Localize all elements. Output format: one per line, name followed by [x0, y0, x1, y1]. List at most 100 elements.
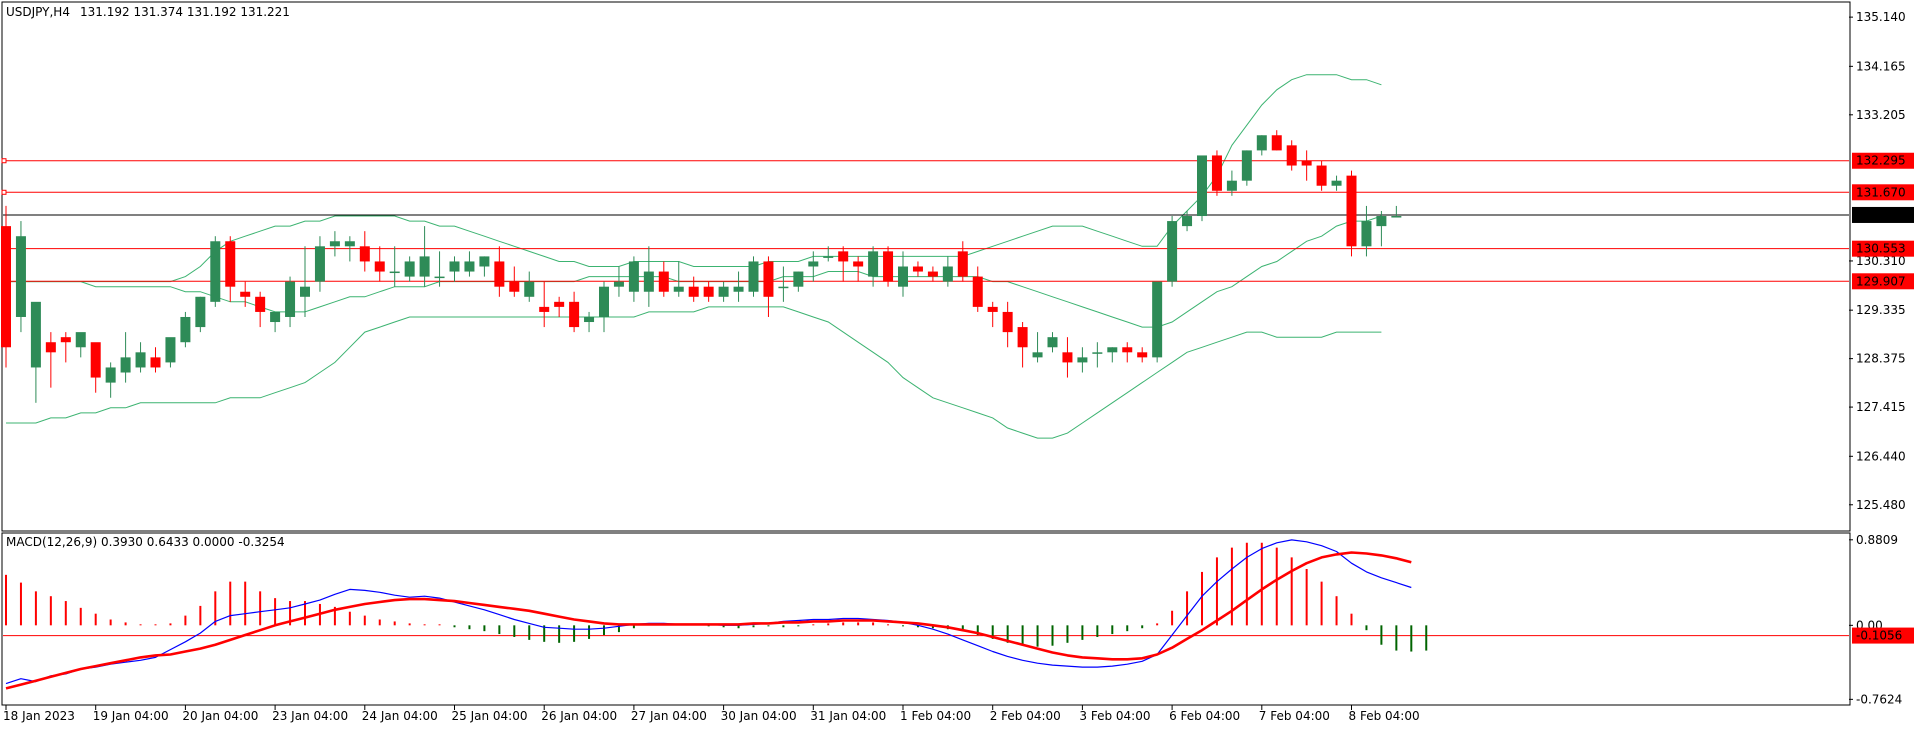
macd-axis-label: -0.7624: [1856, 692, 1902, 706]
candle-body: [1152, 281, 1163, 358]
ohlc-readout: 131.192 131.374 131.192 131.221: [80, 5, 290, 19]
candle-body: [1122, 347, 1133, 353]
time-axis-label: 3 Feb 04:00: [1079, 709, 1150, 723]
candle-body: [1316, 165, 1327, 186]
time-axis-label: 7 Feb 04:00: [1259, 709, 1330, 723]
candle-body: [673, 286, 684, 292]
hline-anchor-1: [1, 189, 7, 195]
current-price-box: [1852, 206, 1914, 223]
candle-body: [180, 316, 191, 343]
price-panel-frame: [1, 1, 1851, 532]
candle-body: [479, 256, 490, 267]
hline-price-2-label: 130.553: [1856, 242, 1906, 256]
candle-body: [135, 352, 146, 368]
candle-body: [240, 291, 251, 297]
candle-body: [105, 367, 116, 383]
candle-body: [1092, 352, 1103, 354]
time-axis-label: 20 Jan 04:00: [182, 709, 258, 723]
candle-body: [1182, 216, 1193, 227]
hline-price-1-box: [1852, 184, 1914, 201]
candle-body: [255, 296, 266, 312]
price-axis-label: 127.415: [1856, 400, 1906, 414]
candle-body: [60, 337, 71, 343]
candle-body: [1107, 347, 1118, 353]
price-axis-label: 135.140: [1856, 10, 1906, 24]
candle-body: [643, 271, 654, 292]
candle-body: [494, 261, 505, 287]
time-axis-label: 18 Jan 2023: [3, 709, 75, 723]
candle-body: [1361, 221, 1372, 247]
candle-body: [1062, 352, 1073, 363]
candle-body: [1226, 180, 1237, 191]
candle-body: [703, 286, 714, 297]
time-axis-label: 23 Jan 04:00: [272, 709, 348, 723]
hline-price-3-label: 129.907: [1856, 274, 1906, 288]
candle-body: [374, 261, 385, 272]
macd-zero-box: [1852, 627, 1914, 644]
macd-panel-frame: [1, 532, 1851, 706]
candle-body: [210, 241, 221, 302]
current-price-label: 131.221: [1856, 208, 1906, 222]
candle-body: [165, 337, 176, 363]
band-upper: [6, 74, 1382, 283]
band-lower: [6, 306, 1382, 439]
candle-body: [688, 286, 699, 297]
candle-body: [1167, 221, 1178, 282]
candle-body: [628, 261, 639, 292]
candle-body: [30, 301, 41, 368]
candle-body: [45, 342, 56, 353]
hline-price-1-label: 131.670: [1856, 185, 1906, 199]
price-axis-label: 134.165: [1856, 59, 1906, 73]
hline-price-0-box: [1852, 152, 1914, 169]
macd-layer: [3, 539, 1849, 690]
candle-body: [658, 271, 669, 292]
candle-body: [1271, 135, 1282, 151]
candle-body: [1256, 135, 1267, 151]
candle-body: [569, 301, 580, 328]
candle-body: [838, 251, 849, 262]
price-axis-label: 126.440: [1856, 449, 1906, 463]
hline-price-0-label: 132.295: [1856, 154, 1906, 168]
price-axis-label: 130.310: [1856, 254, 1906, 268]
hline-price-2-box: [1852, 240, 1914, 257]
time-axis-label: 2 Feb 04:00: [990, 709, 1061, 723]
time-axis-label: 27 Jan 04:00: [631, 709, 707, 723]
price-axis-label: 129.335: [1856, 303, 1906, 317]
candle-body: [285, 281, 296, 317]
candle-body: [898, 266, 908, 287]
time-axis-label: 26 Jan 04:00: [541, 709, 617, 723]
candle-body: [300, 286, 310, 297]
time-axis-label: 30 Jan 04:00: [721, 709, 797, 723]
candle-body: [1391, 216, 1402, 218]
candle-body: [434, 276, 445, 279]
candle-body: [150, 357, 161, 368]
candle-body: [554, 301, 565, 307]
candle-body: [90, 342, 101, 378]
price-axis-label: 128.375: [1856, 352, 1906, 366]
candle-body: [509, 281, 520, 292]
candle-body: [404, 261, 415, 277]
candle-body: [1197, 155, 1207, 217]
candle-body: [823, 256, 834, 258]
time-axis-label: 24 Jan 04:00: [362, 709, 438, 723]
candle-body: [1241, 150, 1252, 181]
price-axis-label: 125.480: [1856, 498, 1906, 512]
symbol-label: USDJPY,H4: [6, 5, 70, 19]
candle-body: [1, 226, 11, 348]
candle-body: [120, 357, 131, 373]
candle-body: [464, 261, 475, 272]
candle-body: [419, 256, 430, 277]
candle-body: [808, 261, 819, 267]
candle-body: [1137, 352, 1148, 358]
candle-body: [912, 266, 923, 272]
candle-body: [748, 261, 759, 292]
time-axis-label: 31 Jan 04:00: [810, 709, 886, 723]
candle-body: [1331, 180, 1342, 186]
candle-body: [987, 306, 998, 312]
candle-body: [778, 286, 789, 289]
candle-body: [225, 241, 236, 287]
candle-body: [524, 281, 535, 297]
candle-body: [1301, 160, 1312, 166]
